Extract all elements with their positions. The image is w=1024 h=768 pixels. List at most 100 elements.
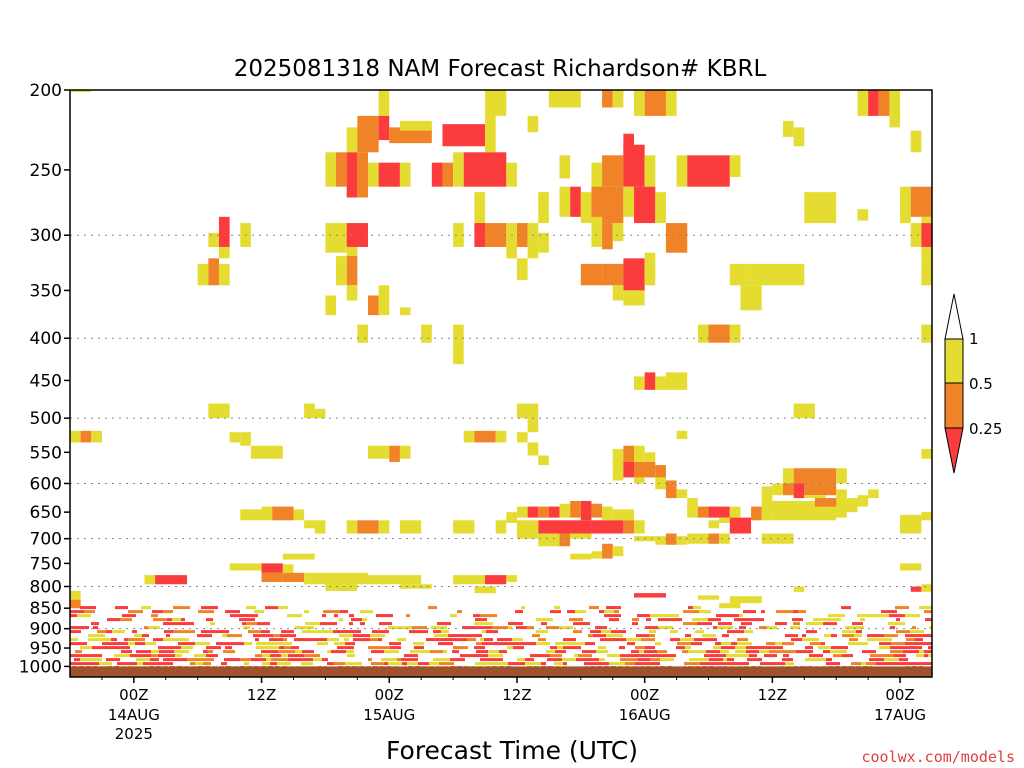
- boundary-cell: [699, 610, 711, 614]
- richardson-cell: [506, 223, 517, 259]
- boundary-cell: [516, 626, 527, 630]
- boundary-cell: [450, 658, 465, 662]
- boundary-cell: [418, 650, 430, 654]
- boundary-cell: [246, 614, 258, 618]
- boundary-cell: [685, 646, 691, 650]
- boundary-cell: [854, 634, 862, 638]
- boundary-cell: [721, 642, 731, 646]
- boundary-cell: [695, 630, 704, 634]
- boundary-cell: [530, 654, 534, 658]
- boundary-cell: [912, 626, 916, 630]
- boundary-cell: [614, 610, 619, 614]
- x-axis-title: Forecast Time (UTC): [386, 736, 638, 765]
- boundary-cell: [397, 658, 401, 662]
- boundary-cell: [291, 646, 299, 650]
- boundary-cell: [80, 606, 85, 610]
- boundary-cell: [660, 614, 673, 618]
- richardson-cell: [900, 514, 922, 534]
- boundary-cell: [575, 610, 586, 614]
- boundary-cell: [670, 638, 680, 642]
- richardson-cell: [346, 127, 358, 153]
- richardson-cell: [783, 120, 794, 137]
- boundary-cell: [516, 638, 523, 642]
- richardson-cell: [559, 155, 571, 179]
- boundary-cell: [163, 638, 174, 642]
- richardson-cell: [889, 90, 901, 116]
- boundary-cell: [174, 638, 189, 642]
- x-date-label: 15AUG: [363, 706, 415, 724]
- boundary-cell: [76, 610, 84, 614]
- boundary-cell: [717, 662, 733, 666]
- boundary-cell: [435, 638, 452, 642]
- boundary-cell: [70, 610, 76, 614]
- boundary-cell: [601, 626, 607, 630]
- y-tick-label: 400: [30, 329, 62, 349]
- boundary-cell: [815, 658, 826, 662]
- boundary-cell: [852, 622, 863, 626]
- richardson-cell: [357, 152, 368, 198]
- boundary-cell: [759, 626, 767, 630]
- y-tick-label: 650: [30, 503, 62, 523]
- richardson-cell: [665, 480, 677, 499]
- richardson-cell: [346, 256, 358, 286]
- boundary-cell: [121, 650, 132, 654]
- boundary-cell: [916, 654, 924, 658]
- boundary-cell: [722, 634, 729, 638]
- richardson-cell: [272, 506, 294, 521]
- boundary-cell: [693, 606, 701, 610]
- richardson-cell: [485, 575, 507, 585]
- boundary-cell: [849, 638, 858, 642]
- boundary-cell: [173, 630, 183, 634]
- y-tick-label: 450: [30, 371, 62, 391]
- boundary-cell: [117, 662, 122, 666]
- boundary-cell: [870, 654, 876, 658]
- boundary-cell: [555, 650, 566, 654]
- boundary-cell: [309, 626, 314, 630]
- richardson-cell: [612, 223, 624, 242]
- y-tick-label: 800: [30, 577, 62, 597]
- boundary-cell: [433, 658, 450, 662]
- boundary-cell: [741, 622, 752, 626]
- boundary-cell: [776, 610, 793, 614]
- boundary-cell: [254, 610, 264, 614]
- richardson-cell: [697, 324, 709, 343]
- richardson-cell: [474, 586, 496, 594]
- boundary-cell: [179, 658, 187, 662]
- boundary-cell: [484, 622, 493, 626]
- boundary-cell: [480, 658, 488, 662]
- richardson-cell: [655, 536, 666, 545]
- boundary-cell: [563, 662, 567, 666]
- boundary-cell: [295, 626, 309, 630]
- boundary-cell: [896, 618, 900, 622]
- boundary-cell: [102, 642, 117, 646]
- boundary-cell: [136, 658, 150, 662]
- boundary-cell: [683, 610, 699, 614]
- boundary-cell: [818, 646, 831, 650]
- boundary-cell: [334, 662, 345, 666]
- boundary-cell: [855, 642, 868, 646]
- richardson-cell: [602, 543, 613, 559]
- boundary-cell: [760, 662, 769, 666]
- richardson-cell: [282, 553, 315, 560]
- boundary-cell: [928, 654, 932, 658]
- boundary-cell: [831, 634, 837, 638]
- richardson-cell: [453, 575, 486, 585]
- boundary-cell: [386, 658, 397, 662]
- boundary-cell: [248, 630, 261, 634]
- boundary-cell: [569, 658, 576, 662]
- boundary-cell: [639, 650, 644, 654]
- colorbar-top-triangle: [944, 293, 964, 340]
- boundary-cell: [884, 658, 899, 662]
- boundary-cell: [869, 658, 884, 662]
- richardson-cell: [836, 489, 847, 499]
- boundary-cell: [88, 638, 101, 642]
- richardson-cell: [399, 162, 411, 187]
- richardson-cell: [538, 506, 549, 518]
- boundary-cell: [726, 654, 738, 658]
- boundary-cell: [123, 646, 130, 650]
- boundary-cell: [178, 642, 195, 646]
- boundary-cell: [744, 630, 753, 634]
- boundary-cell: [474, 626, 486, 630]
- boundary-cell: [206, 618, 213, 622]
- richardson-cell: [729, 324, 741, 343]
